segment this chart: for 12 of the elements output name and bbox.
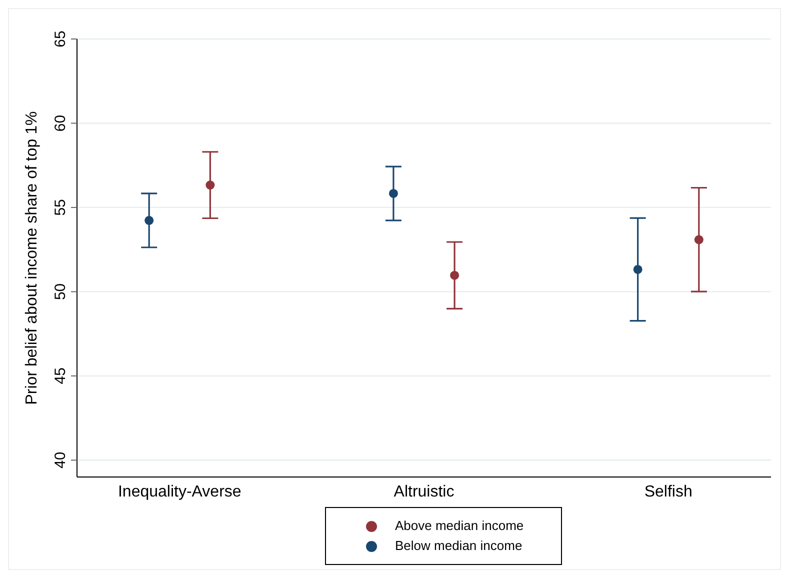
y-tick-label: 60 [52, 114, 69, 132]
y-tick-label: 40 [52, 452, 69, 468]
y-tick-label: 50 [52, 283, 69, 300]
x-tick-label: Altruistic [394, 483, 454, 500]
y-axis-title: Prior belief about income share of top 1% [24, 111, 41, 405]
legend-label: Below median income [395, 538, 522, 553]
y-tick-label: 45 [52, 368, 69, 384]
y-tick-label: 65 [52, 30, 69, 48]
x-tick-label: Inequality-Averse [118, 483, 242, 500]
x-tick-label: Selfish [644, 483, 692, 500]
legend-label: Above median income [395, 518, 524, 533]
y-tick-label: 55 [52, 199, 69, 216]
